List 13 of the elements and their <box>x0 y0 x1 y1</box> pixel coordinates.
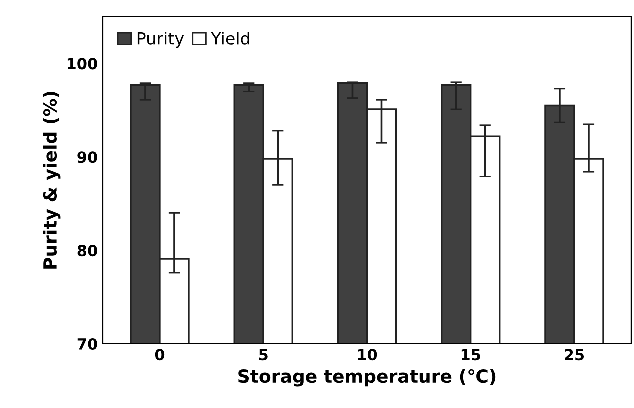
y-tick-label: 90 <box>78 152 98 164</box>
y-tick-label: 80 <box>78 245 98 257</box>
x-tick-label: 10 <box>358 349 378 361</box>
y-tick-label: 70 <box>78 338 98 350</box>
x-axis-title: Storage temperature (℃) <box>238 369 496 387</box>
y-tick-label: 100 <box>68 58 98 70</box>
x-tick-label: 25 <box>565 349 584 361</box>
y-axis-title: Purity & yield (%) <box>43 92 61 269</box>
x-tick-label: 15 <box>462 349 480 361</box>
legend-label: Purity <box>138 32 184 48</box>
x-tick-label: 5 <box>259 349 268 361</box>
legend-label: Yield <box>211 32 250 45</box>
x-tick-label: 0 <box>155 349 165 361</box>
